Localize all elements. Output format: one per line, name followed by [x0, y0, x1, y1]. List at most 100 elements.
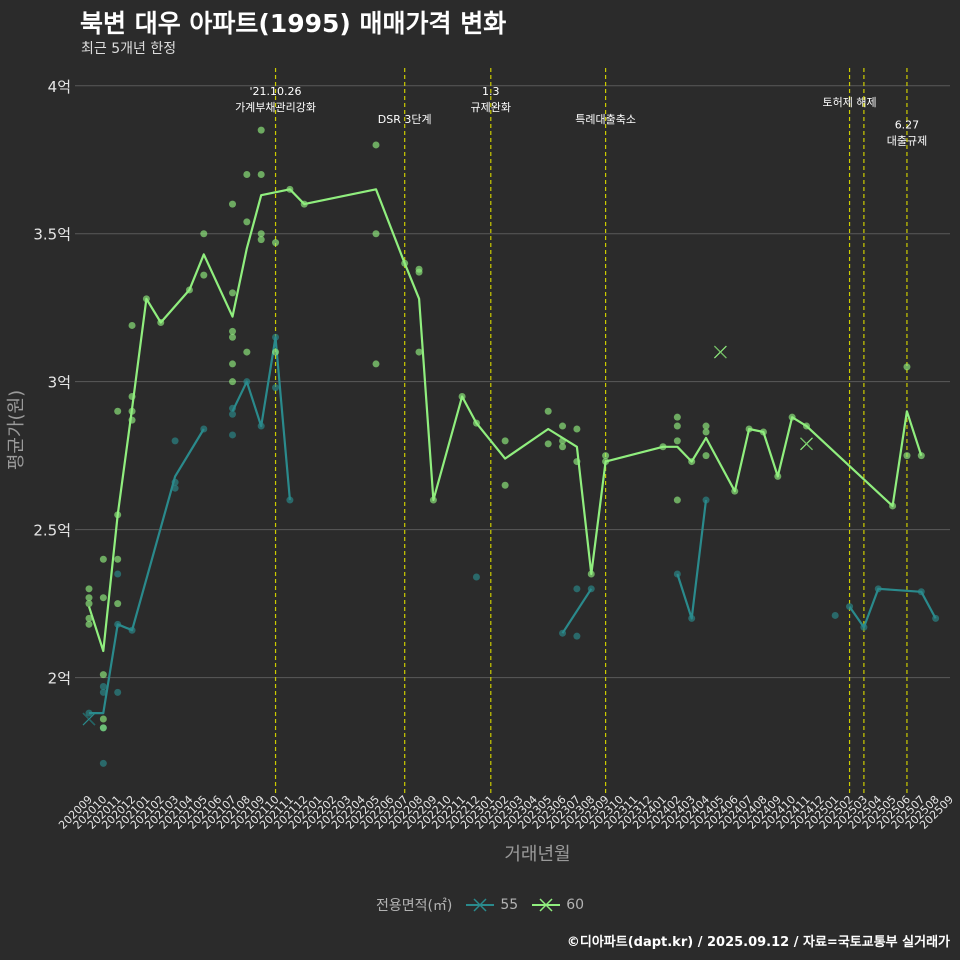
- point-55: [573, 585, 581, 593]
- point-60: [559, 443, 567, 451]
- line-55: [231, 336, 291, 501]
- point-55: [229, 410, 236, 418]
- point-60: [229, 327, 236, 335]
- y-tick-label: 4억: [48, 78, 71, 96]
- point-60: [673, 496, 681, 504]
- y-tick-label: 3억: [48, 374, 71, 392]
- series-60: [85, 126, 925, 732]
- point-55: [286, 496, 294, 504]
- policy-annotation: 6.27: [895, 119, 920, 132]
- point-60: [272, 239, 280, 247]
- policy-annotation: '21.10.26: [250, 85, 302, 98]
- series-55: [85, 333, 940, 767]
- point-60: [85, 600, 93, 608]
- policy-annotation: 대출규제: [887, 135, 927, 148]
- point-60: [243, 171, 251, 179]
- point-60: [128, 321, 136, 329]
- point-60: [114, 600, 122, 608]
- point-60: [272, 348, 280, 356]
- legend-item-60: 60: [532, 895, 584, 915]
- y-tick-label: 2.5억: [33, 522, 71, 540]
- y-tick-label: 3.5억: [33, 226, 71, 244]
- point-60: [559, 422, 567, 430]
- legend-key-55-icon: [466, 898, 495, 912]
- point-60: [544, 440, 552, 448]
- point-60: [200, 271, 208, 279]
- point-55: [99, 759, 107, 767]
- point-60: [229, 360, 236, 368]
- point-60: [702, 422, 710, 430]
- point-60: [903, 452, 911, 460]
- single-trade-x-marker: [713, 345, 727, 359]
- point-60: [243, 348, 251, 356]
- point-60: [99, 555, 107, 563]
- point-60: [229, 378, 236, 386]
- legend-label-60: 60: [566, 897, 585, 913]
- point-60: [99, 671, 107, 679]
- point-60: [372, 230, 380, 238]
- legend: 전용면적(㎡) 55 60: [0, 895, 960, 915]
- point-60: [673, 437, 681, 445]
- point-55: [573, 632, 581, 640]
- line-55: [848, 587, 937, 629]
- point-55: [171, 437, 179, 445]
- point-60: [229, 289, 236, 297]
- policy-annotation: DSR 3단계: [378, 113, 432, 126]
- point-60: [544, 407, 552, 415]
- point-60: [415, 348, 423, 356]
- y-tick-label: 2억: [48, 670, 71, 688]
- point-60: [85, 594, 93, 602]
- point-60: [229, 333, 236, 341]
- point-60: [257, 171, 265, 179]
- point-60: [415, 265, 423, 273]
- legend-key-60-icon: [532, 898, 561, 912]
- line-60: [87, 188, 923, 653]
- point-60: [602, 452, 610, 460]
- policy-annotation: 1.3: [482, 85, 500, 98]
- point-60: [573, 425, 581, 433]
- point-60: [257, 230, 265, 238]
- point-60: [372, 360, 380, 368]
- point-60: [257, 126, 265, 134]
- point-60: [114, 407, 122, 415]
- policy-annotation: 가계부채관리강화: [235, 101, 316, 114]
- single-trade-x-marker: [800, 437, 813, 451]
- y-axis-title: 평균가(원): [6, 390, 27, 470]
- point-60: [85, 585, 93, 593]
- point-60: [114, 555, 122, 563]
- point-55: [99, 682, 107, 690]
- point-60: [702, 428, 710, 436]
- point-60: [501, 481, 509, 489]
- line-55: [561, 588, 593, 634]
- single-trade-x-marker: [82, 712, 96, 726]
- point-60: [372, 141, 380, 149]
- caption: ©디아파트(dapt.kr) / 2025.09.12 / 자료=국토교통부 실…: [566, 935, 950, 950]
- legend-label-55: 55: [500, 897, 519, 913]
- point-60: [903, 363, 911, 371]
- policy-annotation: 특례대출축소: [575, 113, 636, 126]
- point-60: [501, 437, 509, 445]
- line-55: [676, 499, 708, 620]
- point-60: [243, 218, 251, 226]
- point-60: [702, 452, 710, 460]
- point-55: [114, 570, 122, 578]
- legend-title: 전용면적(㎡): [375, 898, 453, 914]
- point-55: [831, 611, 839, 619]
- point-60: [200, 230, 208, 238]
- point-60: [673, 413, 681, 421]
- policy-annotation: 토허제 해제: [822, 95, 876, 109]
- legend-item-55: 55: [466, 895, 518, 915]
- point-55: [99, 688, 107, 696]
- point-55: [229, 431, 236, 439]
- point-60: [85, 614, 93, 622]
- point-60: [229, 200, 236, 208]
- point-60: [99, 594, 107, 602]
- point-60: [673, 422, 681, 430]
- point-60: [257, 236, 265, 244]
- chart-title: 북변 대우 아파트(1995) 매매가격 변화: [80, 9, 507, 38]
- line-55: [89, 428, 205, 715]
- point-60: [99, 724, 107, 732]
- point-55: [472, 573, 480, 581]
- point-60: [99, 715, 107, 723]
